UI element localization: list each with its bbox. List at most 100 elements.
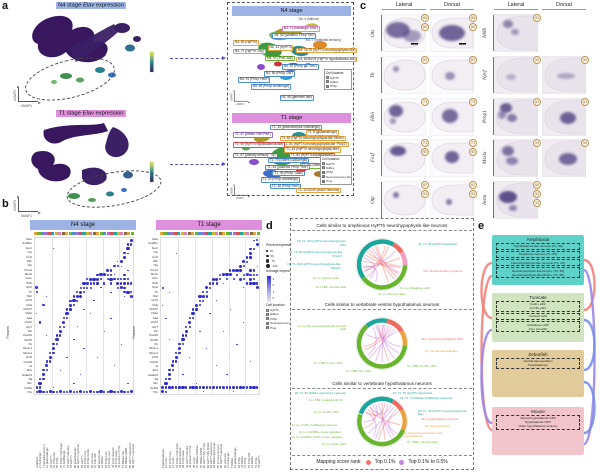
percent-expressed-item: 75 [266,259,302,263]
expression-dot [229,308,231,311]
ish-image-fezf-dorsal: 73 90 [429,139,477,178]
cell-location-legend: Cell location HyPTh DiMes PhSp [324,69,352,91]
species-group-mouse: Mouse Ventral hypothalamic NPC Hypothalami… [492,407,584,455]
expression-dot [126,278,130,281]
expression-dot [181,334,185,337]
cell-location-legend-title: Cell location [322,157,340,161]
cluster-color-square [99,232,103,236]
dotplot-t1: Features T1 stage Elav SoxB1c Soxc Otx Fezf H… [132,216,264,472]
umap-cluster-label: N4, 97 ('PrdI'-A/B) [265,55,295,62]
circos-label: Ci, LTB2, A-related a9.33 [308,398,343,403]
mapping-score-legend: Mapping score rank: Top 0.1% Top 0.1% to… [292,455,472,468]
cluster-color-square [61,232,65,236]
legend-label: DiMes [330,79,339,84]
circos-section-2: Cells similar to vertebrate ventral hypo… [292,300,472,377]
expression-dot [62,390,65,393]
expression-dot [76,390,79,393]
expression-dot [59,325,62,328]
expression-dot [73,339,75,341]
expression-dot [168,386,171,389]
expression-dot [221,385,226,390]
expression-dot [120,343,122,345]
cluster-label: 37 PhSp [244,457,248,468]
expression-dot [127,252,129,254]
expression-dot [252,385,256,390]
expression-dot [219,386,222,389]
ish-image-msxlx-lateral: 90 [493,139,541,178]
expression-dot [168,339,171,341]
cluster-label: 90 HyPTh hypothal. [220,443,224,468]
expression-dot [215,277,219,281]
expression-dot [175,351,178,354]
species-title: Amphioxus [526,236,550,242]
gene-label: Six3/6 [150,337,158,342]
cell-location-legend-item: DiMes [322,166,350,170]
ish-image-otp-lateral: 82 90 [381,180,429,220]
cluster-color-square [47,232,51,236]
expression-dot [208,282,212,285]
expression-dot [232,268,236,273]
legend-label: DiMes [326,165,335,170]
legend-color-swatch [266,321,269,325]
umap-cluster-label: T1, 34 (photoreceptor cholinergic) [270,124,322,131]
gene-axis: Elav SoxB1c Soxc Otx Fezf Hbn Otp Prop1 Msxlx Ins… [10,237,33,395]
expression-dot [113,265,116,268]
gene-label: Elav [26,237,32,241]
gene-name: Hbn [370,112,376,122]
circos-plot [356,395,408,448]
circos-label: Ci, LTB2, Ci-VP+ pSV [407,363,437,368]
gene-label: Chat [26,302,32,307]
umap-expression-n4: N4 stage Elav expression UMAP1 UMAP2 [13,1,168,109]
expression-dot [216,300,218,302]
gene-label: Hbn [26,258,32,263]
expression-dot [174,355,178,359]
expression-dot [175,360,178,363]
expression-dot [211,277,216,281]
cluster-color-square [54,232,58,236]
gene-label: Pitx [27,390,32,395]
expression-dot [161,390,165,394]
cluster-color-strip [160,232,260,236]
cluster-color-square [58,232,62,236]
gene-label: Mnx [152,368,158,373]
umap-axes: UMAP1 UMAP2 [13,194,44,218]
gene-label: Insm [25,276,32,281]
expression-dot [171,385,175,390]
expression-dot [199,330,201,332]
expression-dot [192,317,195,320]
expression-dot [182,373,184,376]
expression-dot [72,295,75,298]
expression-dot [202,299,205,302]
ish-group-1: Lateral Dorsal Otx 88 85 88 85 Th 83 83 Hbn 73 73 Fez… [370,0,480,224]
expression-dot [38,386,42,389]
cluster-color-square [89,232,93,236]
expression-dot [85,281,90,286]
cell-location-legend-item: PhSp [322,170,350,174]
cell-location-legend-item: HyPTh [322,162,350,166]
umap-cluster-label: N4, 7 (epithelial sensory) [305,37,342,42]
umap-axes: UMAP1 UMAP2 [13,84,44,108]
cluster-label: 97 PrdI-A/B [94,453,98,468]
row-divider [492,182,494,219]
embryo-image [493,97,539,136]
dotplot-legend: Percent expressed 25 50 75 100 Average expr… [266,242,302,330]
title-text: N4 stage [58,2,83,8]
y-axis-label: UMAP2 [13,200,17,211]
expression-dot [83,308,85,311]
embryo-image [493,139,539,178]
legend-color-swatch [326,84,329,88]
expression-dot [89,390,93,394]
cluster-label: 23 PhSp chol. [108,450,111,468]
expression-dot [123,273,126,276]
cluster-label: 71 GABAergic [63,450,67,468]
gene-label: Soxc [151,245,158,250]
expression-dot [164,386,168,389]
stain-percentage-badge: 85 [469,23,477,31]
expression-dot [106,273,109,276]
gene-label: Npvf [26,285,32,290]
circos-label: Mm, Neurosecretory neurons [423,268,463,273]
embryo-image [541,97,587,136]
expression-dot [126,243,130,246]
expression-dot [110,317,112,319]
size-value: 75 [271,258,275,263]
